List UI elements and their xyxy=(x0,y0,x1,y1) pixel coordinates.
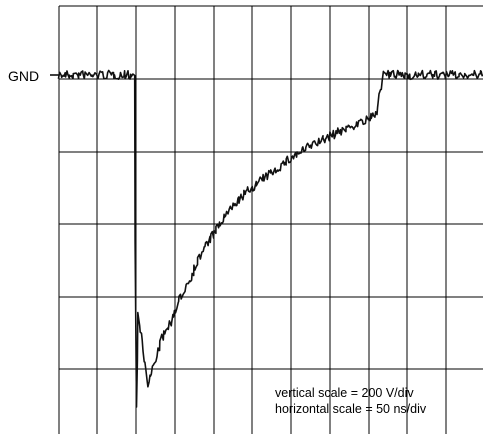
graticule-grid xyxy=(50,5,483,434)
horizontal-scale-annotation: horizontal scale = 50 ns/div xyxy=(275,402,427,416)
vertical-scale-annotation: vertical scale = 200 V/div xyxy=(275,386,414,400)
voltage-trace xyxy=(57,69,483,408)
gnd-reference-label: GND xyxy=(8,68,39,84)
trace-layer xyxy=(57,69,483,408)
